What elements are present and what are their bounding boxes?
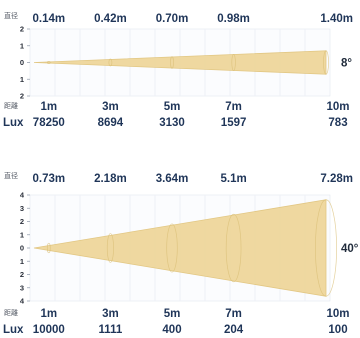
beam-cross-section [108, 58, 113, 67]
beam-chart-narrow: 2 1 0 1 2 直径 0.14m 0.42m 0.70m 0.98m 1.40m 8° 距離 1m 3m… [0, 0, 360, 165]
y-tick-label: 2 [20, 270, 24, 279]
beam-cross-section [170, 56, 174, 69]
diameter-label: 7.28m [320, 173, 353, 185]
diameter-label: 0.98m [217, 13, 250, 25]
diameter-label: 0.73m [32, 173, 65, 185]
distance-label: 5m [164, 101, 181, 113]
distance-label: 1m [40, 308, 57, 320]
y-tick-label: 2 [20, 25, 24, 34]
beam-cross-section [323, 50, 329, 75]
beam-cross-section [46, 60, 51, 65]
distance-label: 7m [225, 101, 242, 113]
beam-cross-section [315, 199, 337, 297]
diameter-header: 直径 [4, 171, 18, 180]
y-tick-label: 0 [20, 244, 24, 253]
lux-value: 100 [328, 324, 347, 336]
beam-cross-section [46, 242, 51, 254]
distance-label: 10m [326, 101, 349, 113]
beam-chart-wide-svg: 4 3 2 1 0 1 2 3 4 直径 0.73m 2.18m 3.64m 5.1m 7.28m 40° 距離… [3, 171, 359, 336]
distance-label: 3m [102, 308, 119, 320]
lux-header: Lux [3, 117, 24, 129]
y-tick-label: 4 [20, 297, 25, 306]
lux-value: 783 [328, 117, 347, 129]
distance-label: 1m [40, 101, 57, 113]
lux-value: 78250 [33, 117, 65, 129]
lux-value: 10000 [33, 324, 65, 336]
distance-header: 距離 [4, 101, 18, 110]
diameter-label: 3.64m [156, 173, 189, 185]
y-tick-label: 4 [20, 191, 25, 200]
distance-header: 距離 [4, 308, 18, 317]
y-tick-label: 0 [20, 58, 24, 67]
lux-header: Lux [3, 324, 24, 336]
beam-angle-label: 8° [341, 58, 352, 70]
lux-value: 3130 [159, 117, 185, 129]
beam-cross-section [166, 223, 178, 273]
lux-value: 400 [162, 324, 181, 336]
y-tick-label: 2 [20, 92, 24, 101]
beam-cone [33, 50, 327, 75]
lux-value: 204 [224, 324, 244, 336]
diameter-label: 1.40m [320, 13, 353, 25]
beam-cross-section [106, 233, 114, 263]
beam-cone [33, 199, 327, 297]
y-tick-label: 3 [20, 283, 24, 292]
lux-value: 8694 [98, 117, 124, 129]
beam-cross-section [225, 213, 242, 283]
beam-angle-label: 40° [341, 243, 359, 255]
lux-value: 1111 [99, 324, 123, 336]
y-tick-label: 1 [20, 75, 24, 84]
beam-chart-wide: 4 3 2 1 0 1 2 3 4 直径 0.73m 2.18m 3.64m 5.1m 7.28m 40° 距離… [0, 165, 360, 336]
distance-label: 5m [164, 308, 181, 320]
diameter-label: 0.14m [32, 13, 65, 25]
lux-value: 1597 [221, 117, 247, 129]
y-tick-label: 3 [20, 204, 24, 213]
distance-label: 7m [225, 308, 242, 320]
diameter-label: 2.18m [94, 173, 127, 185]
y-tick-label: 1 [20, 41, 24, 50]
diameter-header: 直径 [4, 11, 18, 20]
diameter-label: 5.1m [220, 173, 246, 185]
diameter-label: 0.42m [94, 13, 127, 25]
diameter-label: 0.70m [156, 13, 189, 25]
y-tick-label: 1 [20, 257, 24, 266]
distance-label: 10m [326, 308, 349, 320]
y-tick-label: 1 [20, 230, 24, 239]
beam-cross-section [231, 53, 236, 72]
y-tick-label: 2 [20, 217, 24, 226]
distance-label: 3m [102, 101, 119, 113]
